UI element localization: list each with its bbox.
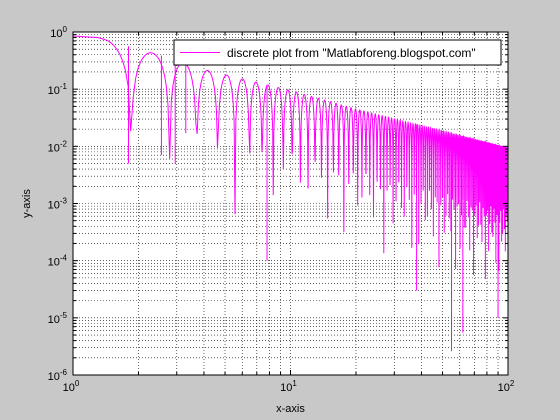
y-tick-label: 10-1 bbox=[48, 82, 68, 97]
series-layer bbox=[72, 35, 509, 352]
y-tick-label: 100 bbox=[50, 25, 67, 40]
legend: discrete plot from "Matlabforeng.blogspo… bbox=[173, 39, 502, 66]
legend-box bbox=[173, 39, 502, 66]
y-tick-label: 10-4 bbox=[48, 254, 68, 269]
y-axis-label: y-axis bbox=[21, 189, 33, 218]
x-tick-label: 101 bbox=[280, 379, 297, 394]
y-tick-labels: 100 10-1 10-2 10-3 10-4 10-5 10-6 bbox=[48, 25, 68, 383]
legend-entry-label: discrete plot from "Matlabforeng.blogspo… bbox=[227, 46, 476, 60]
y-tick-label: 10-3 bbox=[48, 197, 68, 212]
y-tick-label: 10-5 bbox=[48, 311, 68, 326]
x-tick-label: 102 bbox=[498, 379, 515, 394]
y-tick-label: 10-2 bbox=[48, 139, 68, 154]
x-axis-label: x-axis bbox=[276, 403, 305, 415]
grid bbox=[73, 32, 508, 375]
x-tick-label: 100 bbox=[63, 379, 80, 394]
x-tick-labels: 100 101 102 bbox=[63, 379, 515, 394]
tick-marks bbox=[72, 31, 509, 376]
y-tick-label: 10-6 bbox=[48, 368, 68, 383]
series-line bbox=[72, 35, 509, 285]
